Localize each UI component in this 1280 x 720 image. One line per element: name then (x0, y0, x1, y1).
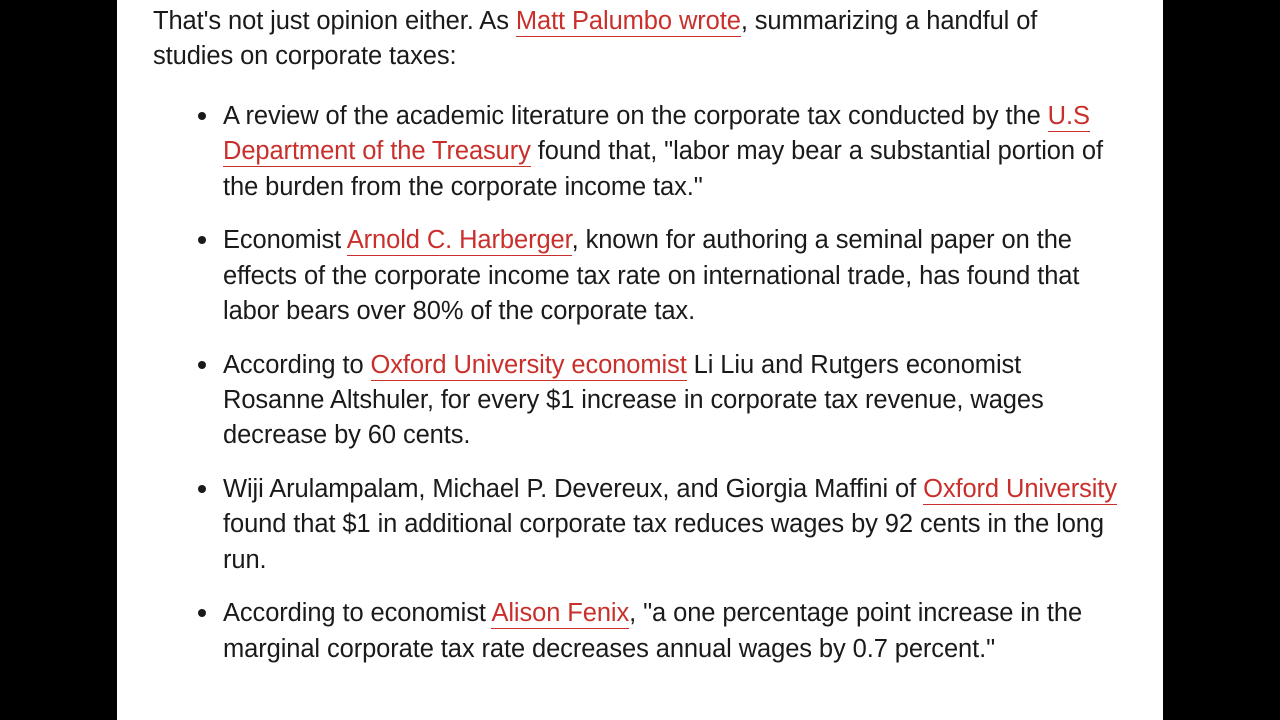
link-harberger[interactable]: Arnold C. Harberger (347, 226, 572, 256)
link-matt-palumbo[interactable]: Matt Palumbo wrote (516, 7, 741, 37)
studies-list: A review of the academic literature on t… (153, 97, 1119, 667)
bullet-text: A review of the academic literature on t… (223, 102, 1048, 130)
link-oxford-university[interactable]: Oxford University (923, 475, 1117, 505)
bullet-text: found that $1 in additional corporate ta… (223, 510, 1104, 573)
list-item: A review of the academic literature on t… (221, 97, 1119, 205)
bullet-text: Wiji Arulampalam, Michael P. Devereux, a… (223, 475, 923, 503)
article-page: That's not just opinion either. As Matt … (117, 0, 1163, 720)
list-item: According to Oxford University economist… (221, 346, 1119, 454)
intro-text-before: That's not just opinion either. As (153, 7, 516, 35)
list-item: Wiji Arulampalam, Michael P. Devereux, a… (221, 470, 1119, 578)
list-item: Economist Arnold C. Harberger, known for… (221, 221, 1119, 329)
link-alison-fenix[interactable]: Alison Fenix (491, 599, 629, 629)
bullet-text: According to economist (223, 599, 491, 627)
bullet-text: According to (223, 351, 371, 379)
intro-paragraph: That's not just opinion either. As Matt … (153, 4, 1119, 75)
list-item: According to economist Alison Fenix, "a … (221, 594, 1119, 667)
link-oxford-economist[interactable]: Oxford University economist (371, 351, 687, 381)
bullet-text: Economist (223, 226, 347, 254)
